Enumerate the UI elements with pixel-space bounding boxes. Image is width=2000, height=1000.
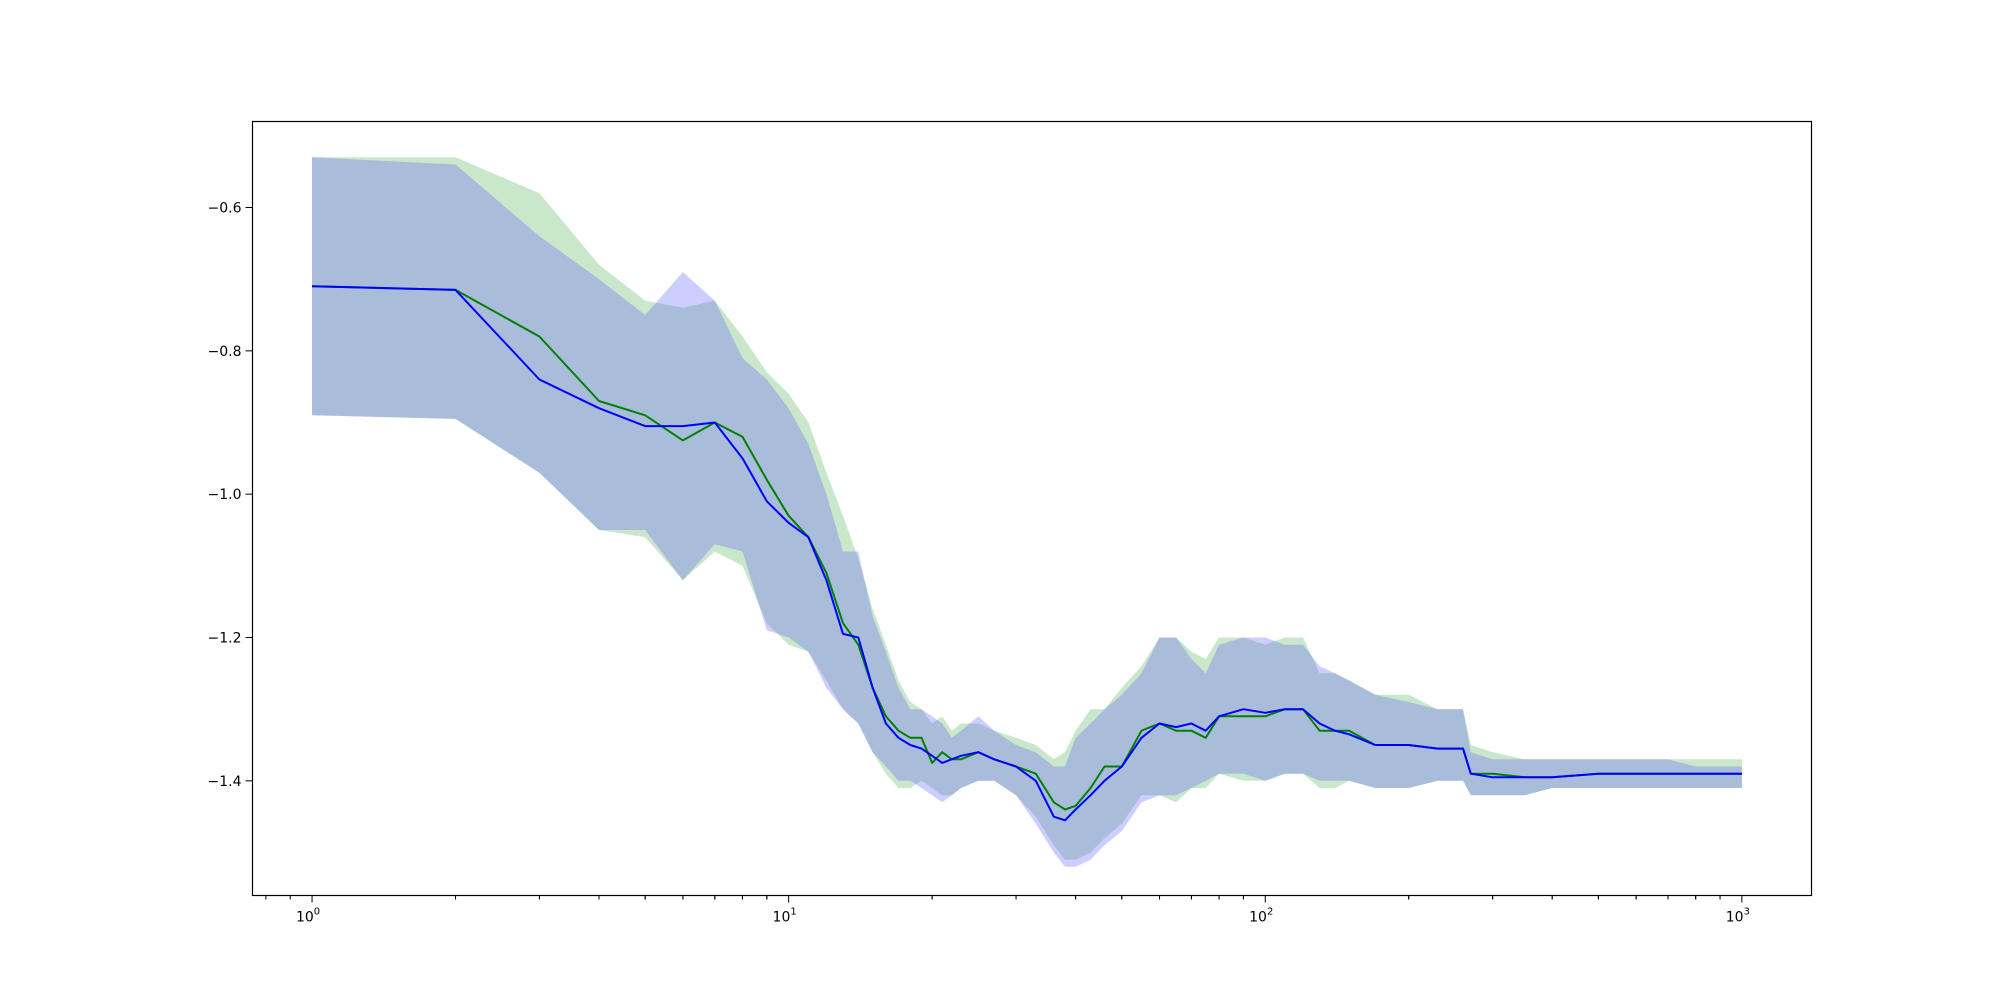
x-axis: 100 101 102 103: [265, 895, 1750, 926]
y-tick-label: −1.4: [208, 774, 242, 790]
x-tick-label: 103: [1726, 907, 1750, 926]
x-tick-exponent: 2: [1267, 907, 1273, 918]
series-line-1: [311, 285, 1742, 822]
x-tick-base: 10: [773, 910, 791, 926]
x-tick-exponent: 0: [314, 907, 320, 918]
x-tick-base: 10: [1726, 910, 1744, 926]
confidence-band-1: [312, 157, 1742, 867]
confidence-band-0: [312, 157, 1742, 860]
x-tick-label: 100: [296, 907, 320, 926]
y-axis: −0.6 −0.8 −1.0 −1.2 −1.4: [208, 201, 253, 790]
x-tick-base: 10: [1249, 910, 1267, 926]
x-tick-exponent: 1: [790, 907, 796, 918]
y-tick-label: −1.0: [208, 487, 242, 503]
x-tick-exponent: 3: [1744, 907, 1750, 918]
y-tick-label: −0.6: [208, 201, 242, 217]
x-tick-label: 101: [773, 907, 797, 926]
y-tick-label: −0.8: [208, 344, 242, 360]
y-tick-label: −1.2: [208, 631, 242, 647]
x-tick-label: 102: [1249, 907, 1273, 926]
x-tick-base: 10: [296, 910, 314, 926]
confidence-bands: [312, 157, 1742, 867]
series-lines: [311, 285, 1742, 822]
plot-frame: [251, 120, 1813, 897]
